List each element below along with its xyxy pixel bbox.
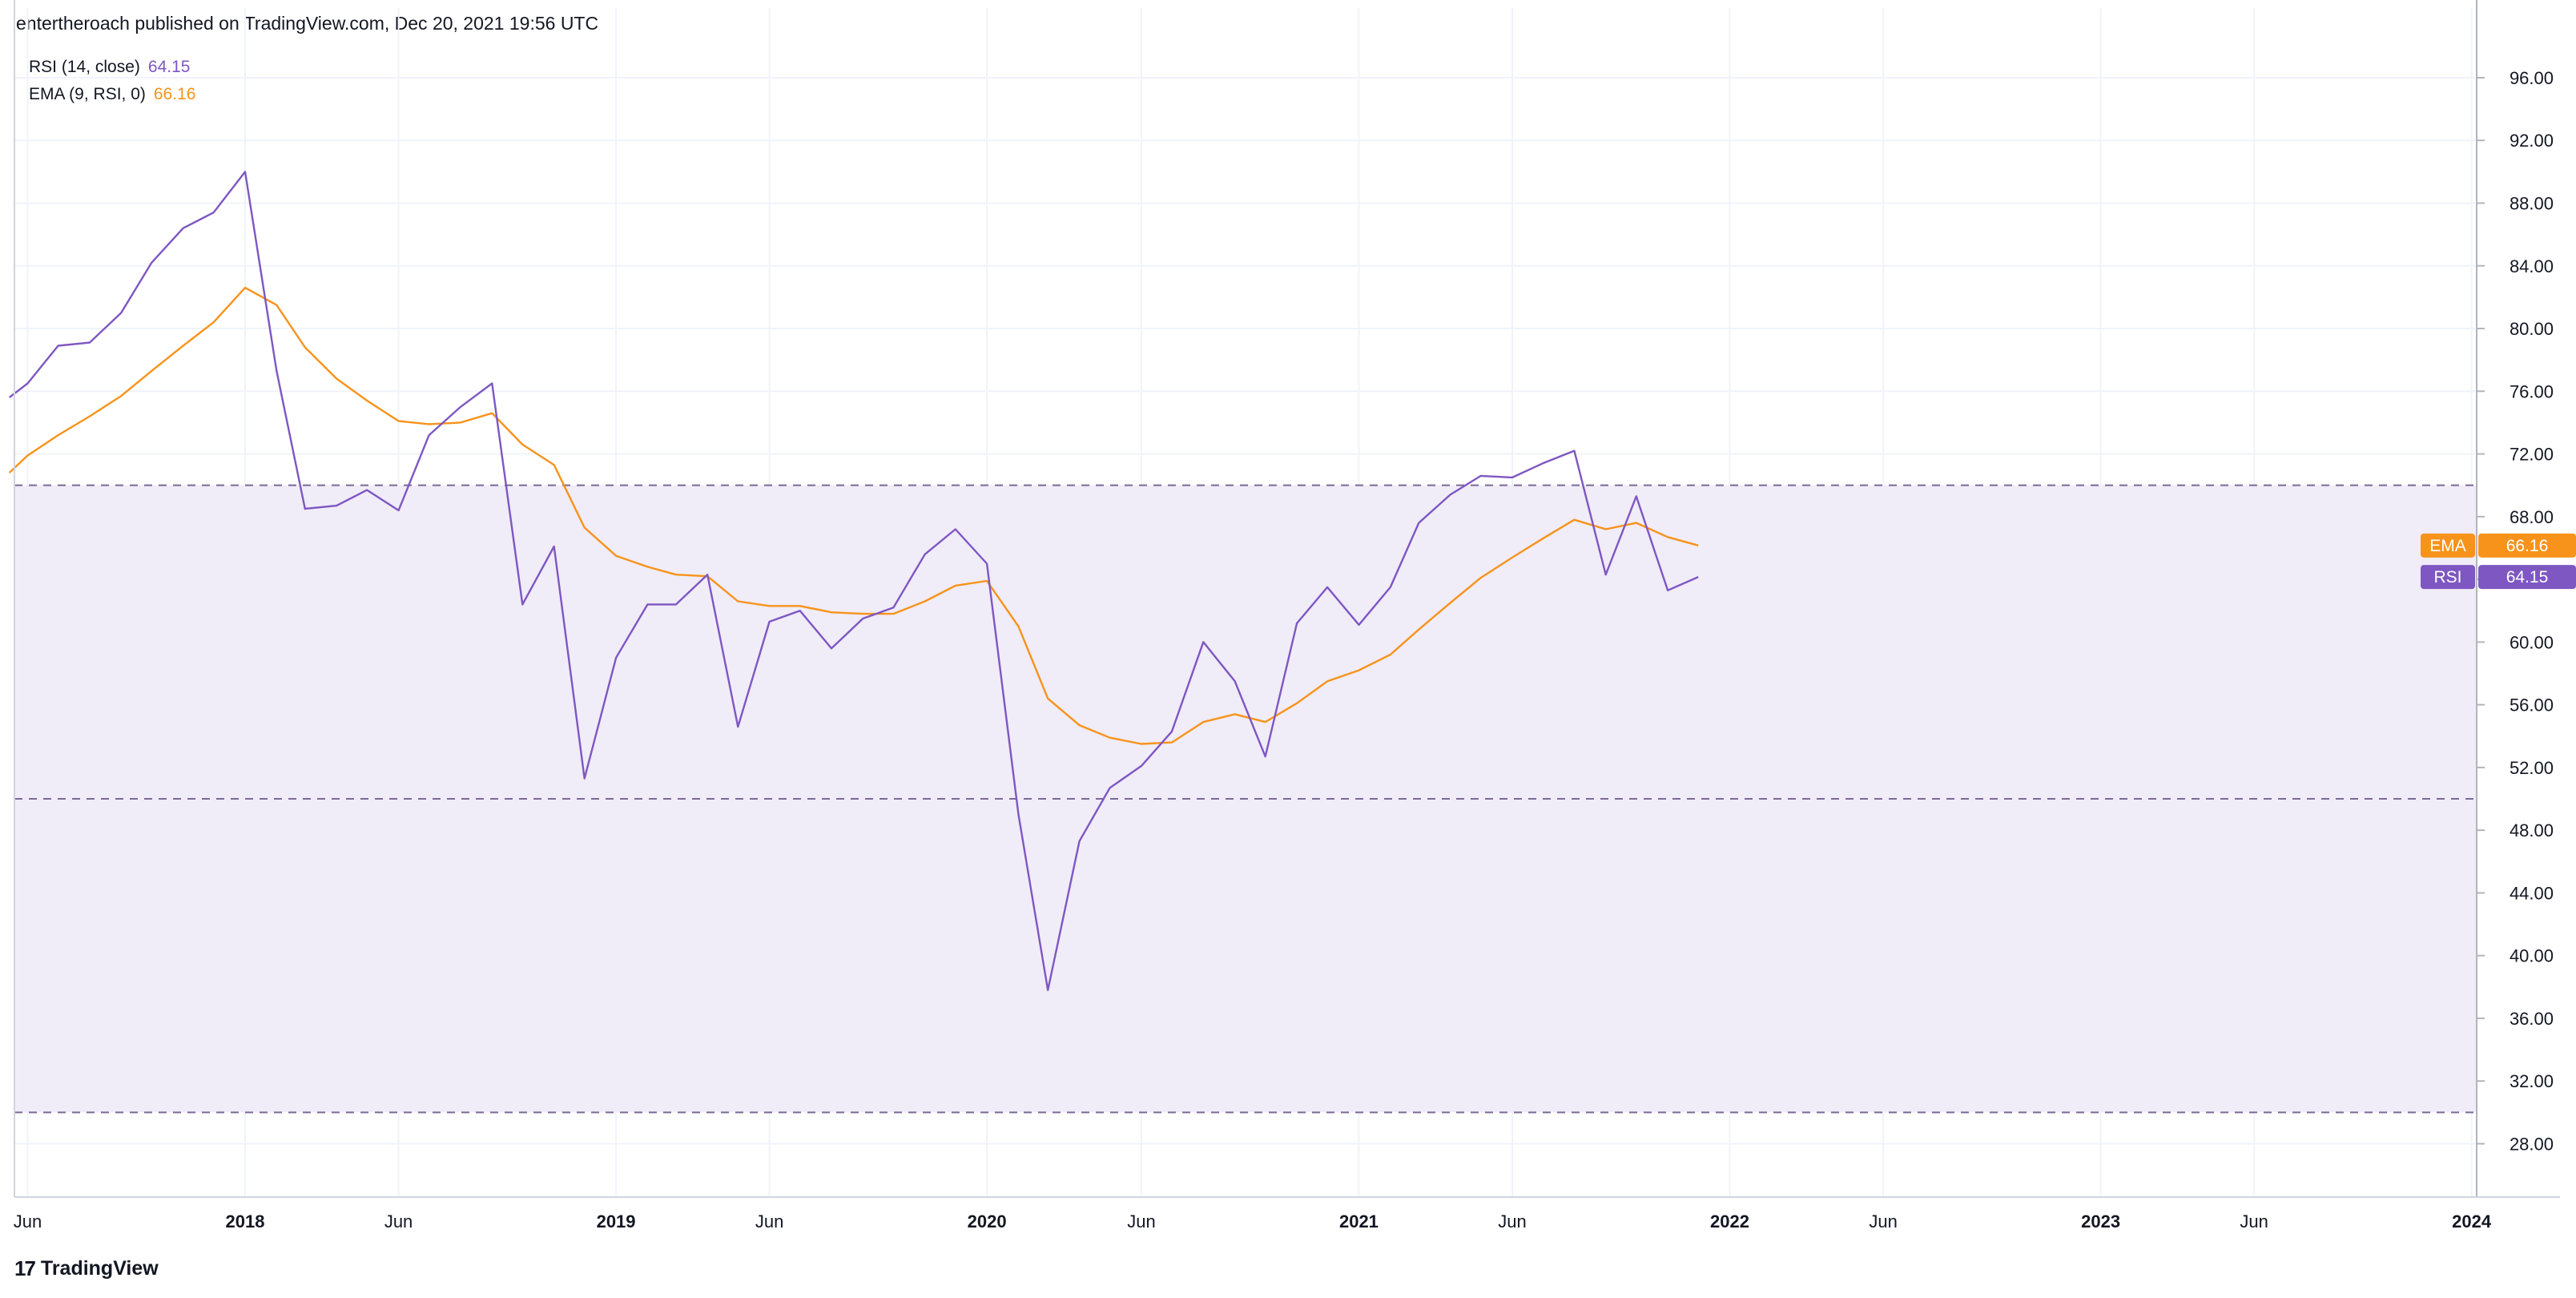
y-tick-label: 28.00 (2510, 1134, 2554, 1154)
x-tick-label: 2024 (2452, 1211, 2492, 1231)
rsi-bands (14, 484, 2477, 1114)
badge-value-label: 66.16 (2506, 537, 2549, 555)
x-tick-label: 2018 (226, 1211, 265, 1231)
legend-rsi[interactable]: RSI (14, close) 64.15 (29, 58, 190, 77)
y-tick-label: 84.00 (2510, 256, 2554, 276)
footer-brand: TradingView (40, 1257, 159, 1280)
badge-name-bg (2421, 565, 2475, 590)
x-tick-label: Jun (755, 1211, 783, 1231)
legend-rsi-value: 64.15 (147, 58, 191, 76)
y-tick-label: 36.00 (2510, 1009, 2554, 1029)
badge-name-bg (2421, 533, 2475, 558)
x-tick-label: Jun (2240, 1211, 2268, 1231)
badge-value-bg (2478, 533, 2576, 558)
legend-rsi-label: RSI (14, close) (29, 58, 140, 76)
y-tick-label: 96.00 (2510, 68, 2554, 88)
y-tick-label: 32.00 (2510, 1071, 2554, 1091)
series (8, 171, 1699, 991)
badge-name-label: RSI (2433, 568, 2461, 587)
legend-ema-label: EMA (9, RSI, 0) (29, 85, 146, 103)
badge-ema: EMA 66.16 (2421, 533, 2576, 558)
x-tick-label: 2019 (597, 1211, 636, 1231)
footer-branding[interactable]: 17 TradingView (14, 1256, 159, 1281)
y-tick-label: 44.00 (2510, 883, 2554, 903)
legend-ema-value: 66.16 (153, 85, 196, 103)
x-tick-label: 2021 (1339, 1211, 1379, 1231)
x-tick-label: Jun (1127, 1211, 1155, 1231)
badge-value-label: 64.15 (2506, 568, 2549, 587)
y-tick-label: 40.00 (2510, 946, 2554, 966)
y-tick-label: 92.00 (2510, 131, 2554, 151)
x-tick-label: Jun (1498, 1211, 1526, 1231)
y-tick-label: 88.00 (2510, 193, 2554, 213)
y-tick-label: 76.00 (2510, 381, 2554, 401)
badge-rsi: RSI 64.15 (2421, 565, 2576, 590)
y-tick-label: 68.00 (2510, 507, 2554, 527)
series-line-ema (8, 286, 1699, 745)
y-tick-label: 80.00 (2510, 319, 2554, 339)
x-tick-label: Jun (14, 1211, 42, 1231)
y-tick-label: 52.00 (2510, 758, 2554, 778)
y-tick-label: 48.00 (2510, 820, 2554, 840)
x-tick-label: Jun (384, 1211, 413, 1231)
series-line-rsi (8, 171, 1699, 991)
x-tick-label: Jun (1869, 1211, 1897, 1231)
badge-name-label: EMA (2429, 537, 2466, 555)
y-tick-label: 60.00 (2510, 632, 2554, 652)
x-tick-label: 2023 (2081, 1211, 2120, 1231)
axes: 96.00 92.00 88.00 84.00 80.00 76.00 72.00 68.00… (14, 0, 2560, 1231)
publisher-header: entertheroach published on TradingView.c… (16, 13, 599, 34)
x-tick-label: 2020 (968, 1211, 1007, 1231)
tradingview-logo-icon: 17 (14, 1256, 36, 1280)
badge-value-bg (2478, 565, 2576, 590)
price-badges: EMA 66.16 RSI 64.15 (2421, 533, 2576, 590)
y-tick-label: 56.00 (2510, 695, 2554, 716)
x-tick-label: 2022 (1710, 1211, 1749, 1231)
legend-ema[interactable]: EMA (9, RSI, 0) 66.16 (29, 85, 195, 104)
y-tick-label: 72.00 (2510, 445, 2554, 465)
